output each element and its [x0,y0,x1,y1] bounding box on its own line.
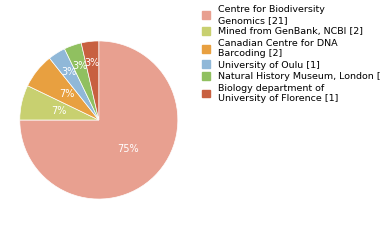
Wedge shape [20,86,99,120]
Wedge shape [65,43,99,120]
Wedge shape [81,41,99,120]
Wedge shape [49,49,99,120]
Text: 7%: 7% [59,89,74,99]
Text: 3%: 3% [85,59,100,68]
Text: 7%: 7% [51,106,66,116]
Wedge shape [20,41,178,199]
Legend: Centre for Biodiversity
Genomics [21], Mined from GenBank, NCBI [2], Canadian Ce: Centre for Biodiversity Genomics [21], M… [201,5,380,103]
Text: 3%: 3% [72,61,88,71]
Wedge shape [28,58,99,120]
Text: 3%: 3% [61,67,76,77]
Text: 75%: 75% [117,144,139,154]
